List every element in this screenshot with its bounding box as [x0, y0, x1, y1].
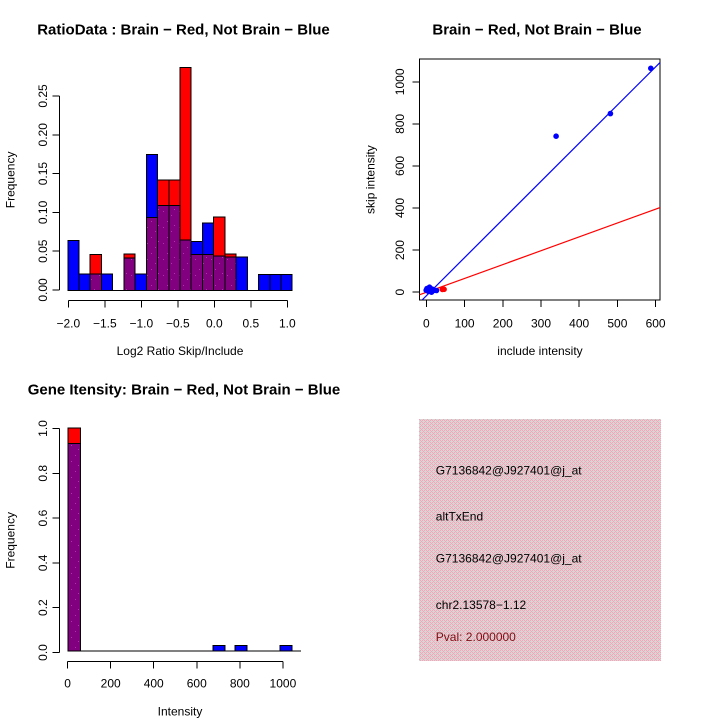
svg-text:400: 400	[569, 316, 589, 330]
svg-text:0.8: 0.8	[36, 465, 50, 482]
svg-text:0: 0	[423, 316, 430, 330]
svg-text:0.2: 0.2	[36, 599, 50, 616]
svg-text:−1.5: −1.5	[93, 316, 117, 330]
svg-text:1.0: 1.0	[36, 420, 50, 437]
svg-text:600: 600	[187, 676, 207, 690]
svg-text:1000: 1000	[393, 68, 407, 95]
svg-text:0.5: 0.5	[242, 316, 259, 330]
svg-text:G7136842@J927401@j_at: G7136842@J927401@j_at	[436, 551, 582, 565]
svg-text:0.25: 0.25	[36, 84, 50, 108]
svg-text:0.00: 0.00	[36, 278, 50, 302]
svg-text:1000: 1000	[270, 676, 297, 690]
svg-text:Gene Itensity: Brain − Red, No: Gene Itensity: Brain − Red, Not Brain − …	[28, 382, 341, 399]
svg-text:300: 300	[531, 316, 551, 330]
svg-text:100: 100	[455, 316, 475, 330]
svg-text:chr2.13578−1.12: chr2.13578−1.12	[436, 598, 527, 612]
svg-text:Brain − Red, Not Brain − Blue: Brain − Red, Not Brain − Blue	[432, 21, 641, 38]
svg-text:0: 0	[64, 676, 71, 690]
svg-text:0: 0	[393, 288, 407, 295]
svg-text:Pval: 2.000000: Pval: 2.000000	[436, 630, 516, 644]
svg-text:0.0: 0.0	[206, 316, 223, 330]
svg-text:−2.0: −2.0	[56, 316, 80, 330]
svg-text:200: 200	[493, 316, 513, 330]
svg-text:0.20: 0.20	[36, 123, 50, 147]
svg-text:altTxEnd: altTxEnd	[436, 510, 483, 524]
svg-text:200: 200	[393, 240, 407, 260]
svg-text:0.0: 0.0	[36, 644, 50, 661]
svg-text:600: 600	[646, 316, 666, 330]
svg-text:Frequency: Frequency	[4, 152, 18, 209]
svg-text:RatioData : Brain − Red, Not B: RatioData : Brain − Red, Not Brain − Blu…	[37, 21, 330, 38]
svg-text:800: 800	[230, 676, 250, 690]
svg-text:500: 500	[607, 316, 627, 330]
svg-text:0.6: 0.6	[36, 509, 50, 526]
svg-text:800: 800	[393, 114, 407, 134]
svg-text:include intensity: include intensity	[497, 344, 582, 358]
svg-text:skip intensity: skip intensity	[364, 145, 378, 214]
svg-text:200: 200	[101, 676, 121, 690]
svg-text:0.05: 0.05	[36, 239, 50, 263]
svg-text:400: 400	[393, 198, 407, 218]
svg-text:1.0: 1.0	[279, 316, 296, 330]
svg-text:Frequency: Frequency	[4, 512, 18, 569]
svg-text:−1.0: −1.0	[129, 316, 153, 330]
svg-text:0.10: 0.10	[36, 200, 50, 224]
svg-text:−0.5: −0.5	[166, 316, 190, 330]
svg-text:600: 600	[393, 156, 407, 176]
svg-text:Intensity: Intensity	[158, 704, 203, 718]
svg-text:400: 400	[144, 676, 164, 690]
svg-text:0.4: 0.4	[36, 554, 50, 571]
svg-text:Log2 Ratio Skip/Include: Log2 Ratio Skip/Include	[117, 344, 244, 358]
svg-text:0.15: 0.15	[36, 162, 50, 186]
svg-text:G7136842@J927401@j_at: G7136842@J927401@j_at	[436, 463, 582, 477]
